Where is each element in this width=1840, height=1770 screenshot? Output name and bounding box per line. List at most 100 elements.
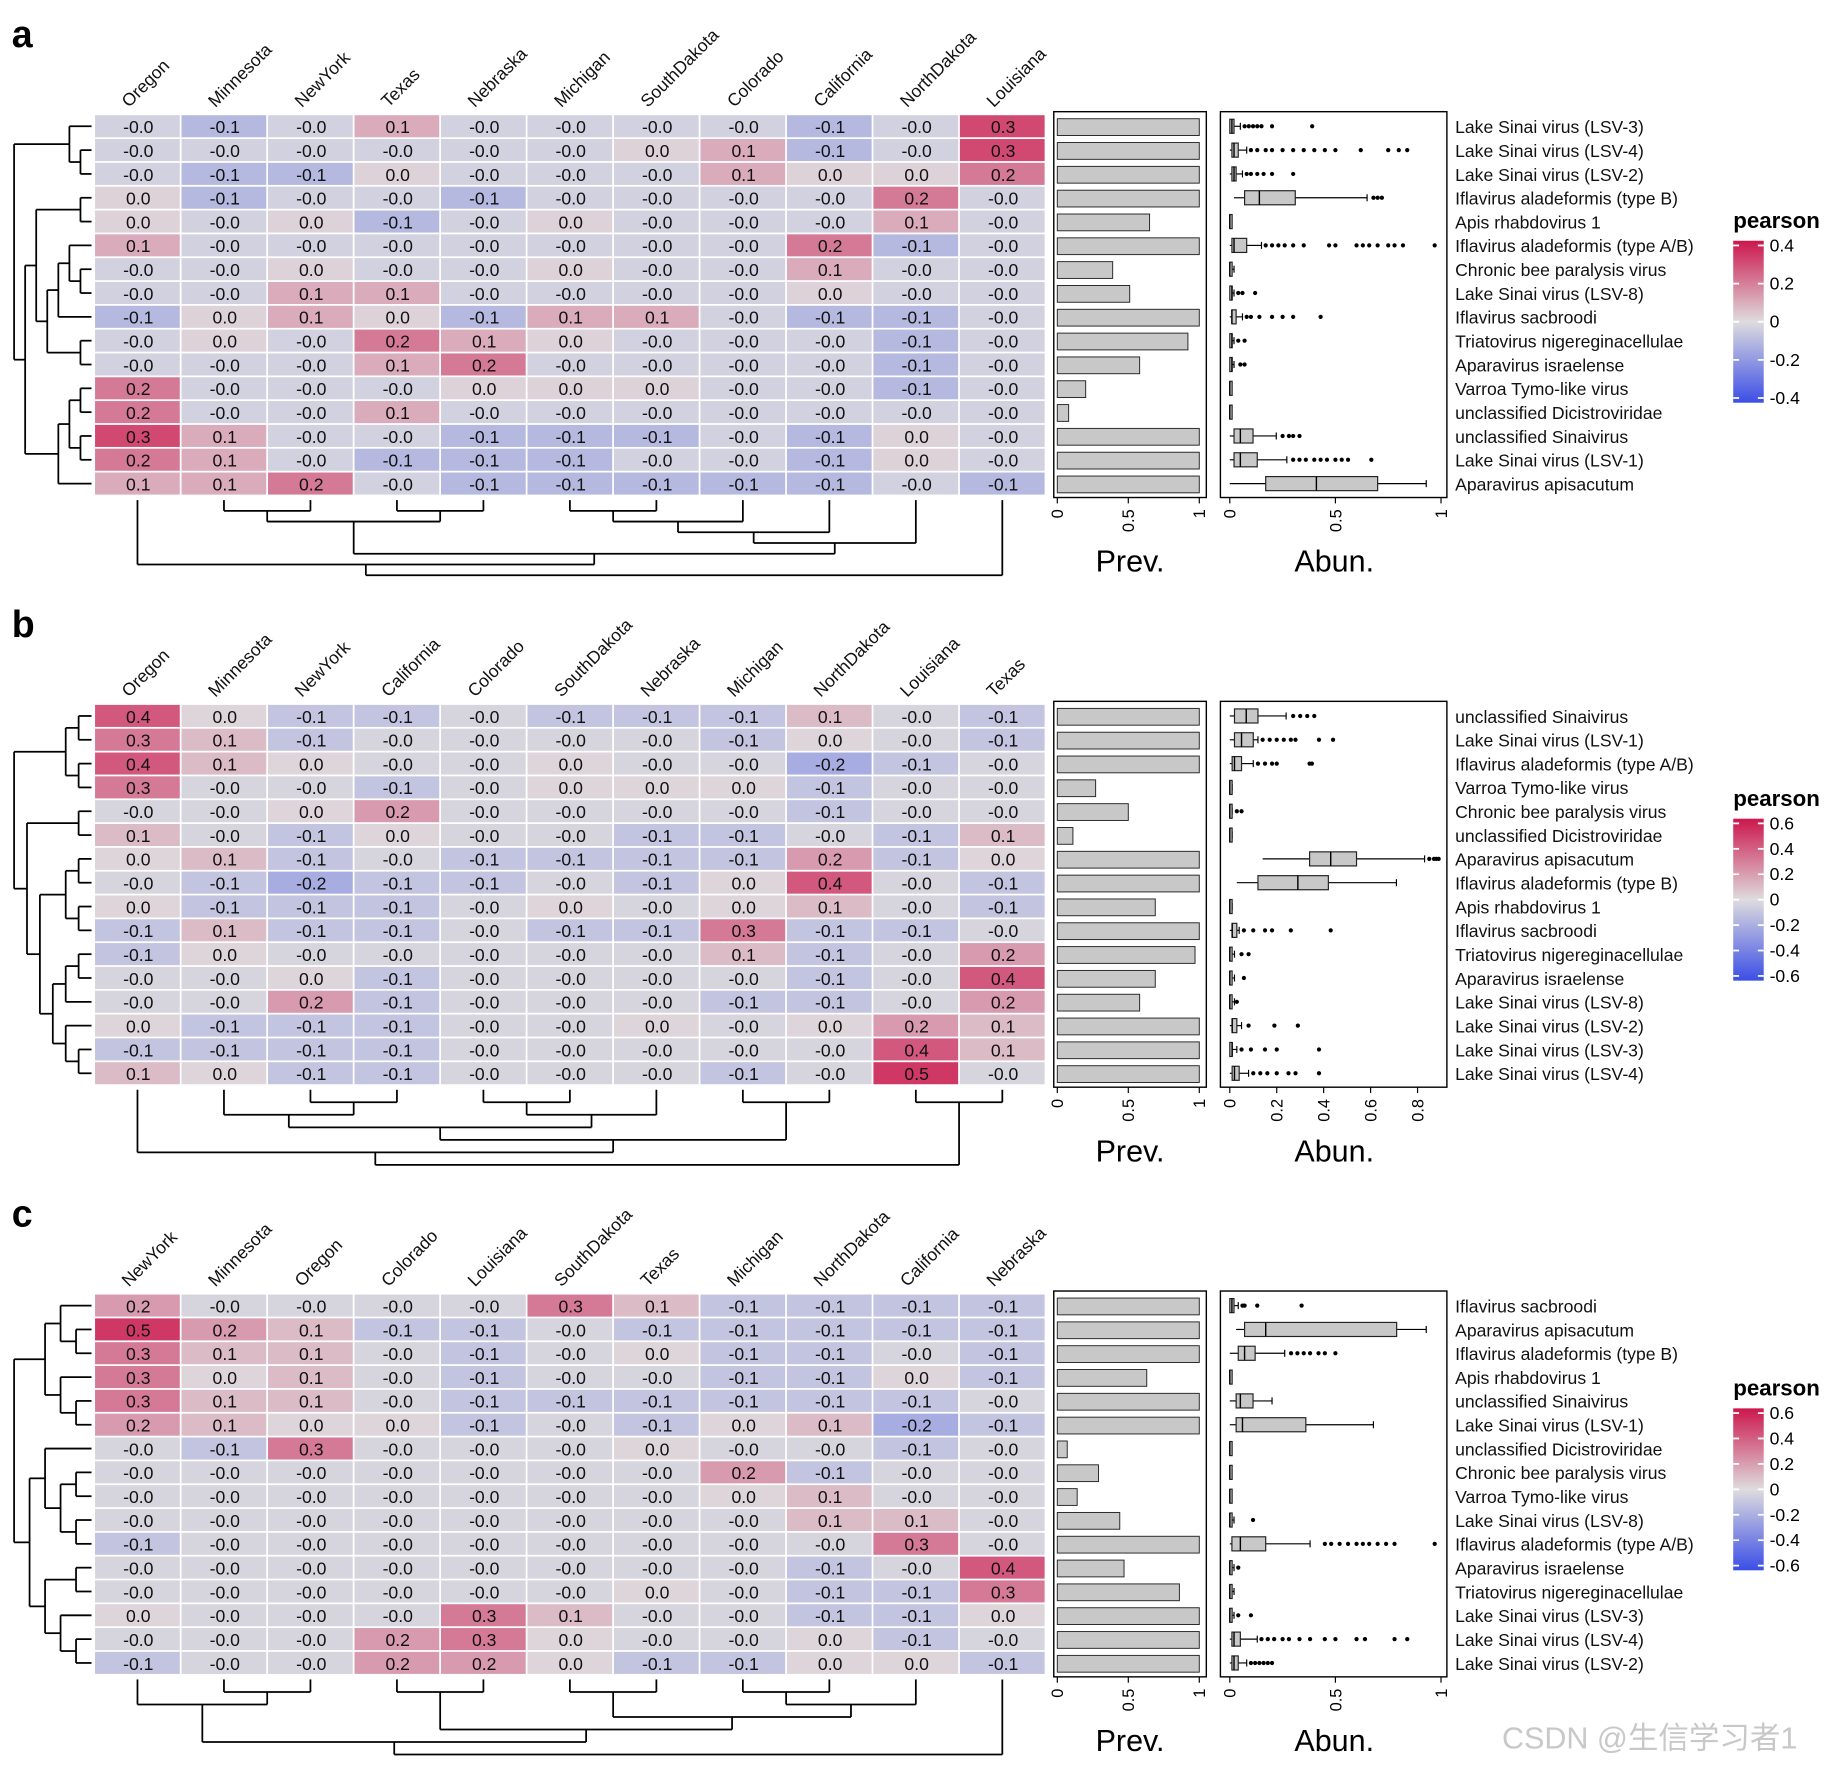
- heatmap-cell-fill: [527, 871, 613, 894]
- boxplot: [1229, 1655, 1275, 1671]
- heatmap-cell-fill: [268, 305, 353, 328]
- heatmap-cell: -0.0: [440, 776, 526, 799]
- heatmap-cell: -0.0: [440, 1014, 526, 1037]
- heatmap-cell: -0.0: [527, 728, 613, 751]
- heatmap-cell-value: 0.0: [126, 212, 151, 232]
- heatmap-cell: -0.1: [873, 305, 959, 328]
- heatmap-cell: 0.1: [613, 1294, 699, 1317]
- column-label: Minnesota: [204, 629, 276, 701]
- heatmap-cell-value: -0.1: [469, 1344, 499, 1364]
- heatmap-cell: -0.0: [959, 210, 1045, 233]
- row-label: Aparavirus apisacutum: [1455, 850, 1634, 870]
- heatmap-cell-value: 0.3: [126, 731, 151, 751]
- heatmap-cell-value: -0.1: [815, 117, 845, 137]
- heatmap-cell-fill: [95, 305, 180, 328]
- heatmap-cell-value: 0.1: [818, 897, 842, 917]
- heatmap-cell: -0.0: [873, 1556, 959, 1579]
- heatmap-cell-value: -0.0: [729, 1040, 760, 1060]
- heatmap-cell-value: -0.1: [123, 1654, 153, 1674]
- boxplot-outlier: [1333, 457, 1338, 462]
- boxplot-outlier: [1322, 148, 1327, 153]
- column-label: Nebraska: [982, 1223, 1050, 1291]
- heatmap-cell-value: 0.0: [386, 826, 411, 846]
- heatmap-cell-fill: [181, 424, 267, 447]
- heatmap-cell-value: -0.1: [901, 826, 931, 846]
- prevalence-bar: [1056, 707, 1200, 726]
- heatmap-cell-value: -0.1: [296, 707, 326, 727]
- heatmap-cell: 0.1: [181, 752, 267, 775]
- heatmap-cell: -0.0: [181, 210, 267, 233]
- heatmap-cell: -0.0: [959, 258, 1045, 281]
- heatmap-cell-fill: [95, 258, 180, 281]
- heatmap-cell-fill: [959, 377, 1045, 400]
- heatmap-cell: -0.0: [959, 1532, 1045, 1555]
- heatmap-cell-value: -0.0: [210, 212, 241, 232]
- heatmap-cell-value: -0.0: [988, 427, 1019, 447]
- heatmap-cell: 0.4: [959, 1556, 1045, 1579]
- boxplot-outlier: [1286, 1071, 1291, 1076]
- legend-tick-label: -0.2: [1770, 350, 1800, 370]
- heatmap-cell: 0.1: [181, 847, 267, 870]
- heatmap-cell-value: -0.0: [901, 874, 932, 894]
- heatmap-cell-value: -0.0: [901, 897, 932, 917]
- heatmap-cell: -0.1: [268, 728, 353, 751]
- heatmap-cell-value: -0.0: [642, 1487, 673, 1507]
- row-label: Aparavirus israelense: [1455, 969, 1624, 989]
- heatmap-cell: -0.1: [873, 1628, 959, 1651]
- heatmap-cell-value: -0.0: [729, 212, 760, 232]
- heatmap-cell: -0.0: [440, 728, 526, 751]
- heatmap-cell-value: 0.1: [645, 308, 669, 328]
- column-label: NorthDakota: [809, 1206, 893, 1290]
- heatmap-cell-fill: [613, 472, 699, 495]
- heatmap-cell-fill: [440, 847, 526, 870]
- heatmap-cell-fill: [786, 1437, 872, 1460]
- heatmap-cell-value: 0.0: [645, 1016, 670, 1036]
- heatmap-cell-fill: [786, 1604, 872, 1627]
- boxplot-outlier: [1345, 457, 1351, 462]
- heatmap-cell-value: -0.0: [383, 1344, 414, 1364]
- boxplot-outlier: [1330, 737, 1336, 742]
- heatmap-cell-value: -0.0: [123, 1487, 154, 1507]
- heatmap-cell-fill: [786, 1461, 872, 1484]
- heatmap-cell-value: -0.0: [642, 260, 673, 280]
- heatmap-cell-value: 0.2: [472, 1654, 496, 1674]
- heatmap-cell-fill: [181, 871, 267, 894]
- heatmap-cell-fill: [268, 1437, 353, 1460]
- heatmap-cell-fill: [527, 895, 613, 918]
- heatmap-cell-fill: [959, 472, 1045, 495]
- abundance-tick-label: 0.8: [1409, 1099, 1427, 1122]
- heatmap-cell-value: -0.0: [296, 236, 327, 256]
- heatmap-cell-value: 0.0: [299, 754, 324, 774]
- heatmap-cell: -0.0: [959, 281, 1045, 305]
- heatmap-cell-value: -0.0: [123, 1630, 154, 1650]
- heatmap-cell-value: -0.1: [815, 1558, 845, 1578]
- heatmap-cell-value: -0.1: [383, 1064, 413, 1084]
- abundance-tick-label: 0.6: [1362, 1099, 1380, 1122]
- heatmap-cell-value: -0.0: [383, 850, 414, 870]
- heatmap-cell-fill: [959, 1062, 1045, 1085]
- heatmap-cell-value: -0.0: [642, 993, 673, 1013]
- heatmap-cell: 0.1: [268, 1389, 353, 1412]
- heatmap-cell-value: -0.0: [469, 1016, 500, 1036]
- heatmap-cell: -0.0: [959, 186, 1045, 209]
- heatmap-cell: -0.0: [440, 1461, 526, 1484]
- heatmap-cell: -0.0: [613, 1556, 699, 1579]
- heatmap-cell-value: 0.2: [991, 993, 1015, 1013]
- heatmap-cell-value: 0.0: [904, 165, 929, 185]
- heatmap-cell-value: -0.1: [642, 427, 672, 447]
- heatmap-cell-fill: [354, 186, 440, 209]
- heatmap-cell: 0.1: [95, 472, 180, 495]
- heatmap-cell-fill: [181, 895, 267, 918]
- heatmap-cell: -0.0: [354, 139, 440, 162]
- heatmap-cell-value: -0.0: [123, 141, 154, 161]
- heatmap-cell-fill: [181, 919, 267, 942]
- heatmap-cell-value: -0.0: [556, 1439, 587, 1459]
- abundance-axis-title: Abun.: [1294, 545, 1374, 579]
- heatmap-cell: 0.4: [786, 871, 872, 894]
- heatmap-cell: 0.0: [786, 728, 872, 751]
- boxplot: [1229, 1607, 1254, 1623]
- heatmap-cell-value: 0.0: [558, 260, 583, 280]
- heatmap-cell-fill: [354, 1437, 440, 1460]
- heatmap-cell-fill: [527, 234, 613, 257]
